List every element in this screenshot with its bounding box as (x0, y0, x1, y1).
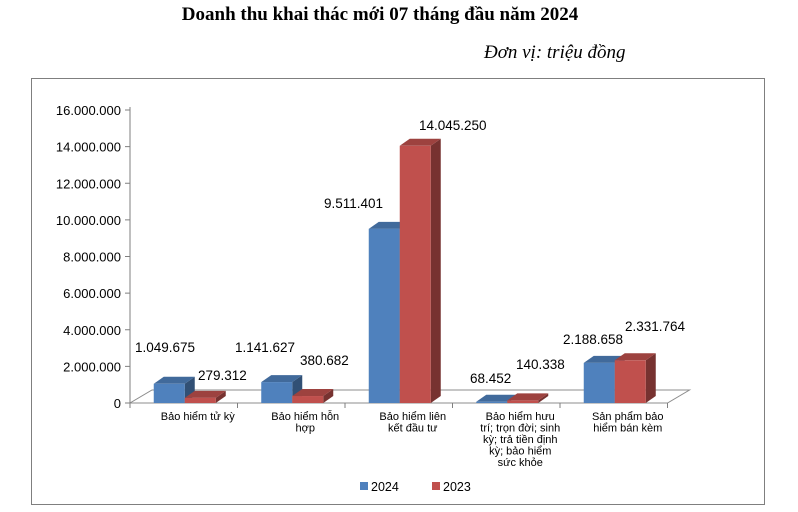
category-label: kỳ; bảo hiểm (489, 446, 551, 458)
data-label-2024: 9.511.401 (324, 196, 383, 211)
bar-2023 (292, 389, 334, 403)
category-label: kết đầu tư (388, 423, 438, 435)
bar-2023 (614, 353, 656, 403)
bar-top (292, 389, 334, 397)
data-label-2024: 2.188.658 (563, 332, 623, 347)
y-tick-label: 6.000.000 (63, 286, 121, 301)
bar-top (614, 353, 656, 361)
bar-top (184, 390, 226, 398)
category-label: Sản phẩm bảo (592, 411, 664, 423)
bar-front (261, 382, 293, 403)
category-label: sức khỏe (498, 457, 543, 469)
bar-front (507, 400, 539, 403)
data-label-2023: 14.045.250 (419, 118, 487, 133)
category-label: Bảo hiểm tử kỳ (161, 411, 236, 423)
data-label-2023: 140.338 (516, 357, 565, 372)
bar-side (215, 390, 226, 403)
y-tick-label: 12.000.000 (56, 176, 121, 191)
unit-label: Đơn vị: triệu đồng (484, 42, 626, 63)
bar-front (153, 383, 185, 403)
y-tick-label: 0 (114, 396, 121, 411)
y-tick-label: 8.000.000 (63, 250, 121, 265)
bar-top (261, 375, 303, 383)
bar-top (368, 221, 410, 229)
data-label-2023: 380.682 (300, 353, 349, 368)
category-label: Bảo hiểm hưu (486, 411, 555, 423)
y-tick-label: 4.000.000 (63, 323, 121, 338)
bars (153, 138, 656, 403)
legend: 2024 2023 (360, 480, 471, 494)
bar-2023 (507, 393, 549, 403)
bar-front (614, 360, 646, 403)
bar-front (583, 362, 615, 403)
bar-side (430, 138, 441, 403)
bar-front (368, 228, 400, 403)
bar-front (399, 145, 431, 403)
data-label-2024: 68.452 (470, 371, 511, 386)
legend-label-2023: 2023 (443, 480, 471, 494)
legend-label-2024: 2024 (371, 480, 399, 494)
bar-side (645, 353, 656, 403)
data-label-2024: 1.141.627 (235, 340, 295, 355)
chart-title: Doanh thu khai thác mới 07 tháng đầu năm… (181, 4, 579, 25)
category-label: hợp (296, 423, 315, 435)
y-tick-label: 10.000.000 (56, 213, 121, 228)
category-label: trí; trọn đời; sinh (480, 423, 560, 435)
y-tick-label: 2.000.000 (63, 359, 121, 374)
y-tick-label: 14.000.000 (56, 140, 121, 155)
legend-swatch-2024 (360, 482, 368, 490)
category-label: kỳ; trả tiền định (483, 434, 558, 446)
bar-2023 (399, 138, 441, 403)
bar-2024 (583, 355, 625, 403)
category-label: hiểm bán kèm (593, 423, 662, 435)
bar-front (184, 397, 216, 403)
bar-side (323, 389, 334, 403)
bar-top (153, 376, 195, 384)
data-labels: 1.049.675 1.141.627 9.511.401 68.452 2.188.6… (135, 118, 686, 386)
data-label-2024: 1.049.675 (135, 340, 195, 355)
bar-top (476, 394, 518, 402)
legend-swatch-2023 (432, 482, 440, 490)
bar-top (583, 355, 625, 363)
data-label-2023: 2.331.764 (625, 319, 686, 334)
bar-side (538, 393, 549, 403)
bar-2023 (184, 390, 226, 403)
category-label: Bảo hiểm liên (379, 411, 446, 423)
y-tick-label: 16.000.000 (56, 103, 121, 118)
bar-front (476, 401, 508, 403)
category-label: Bảo hiểm hỗn (271, 410, 339, 423)
bar-top (399, 138, 441, 146)
bar-front (292, 396, 324, 403)
data-label-2023: 279.312 (198, 368, 247, 383)
bar-top (507, 393, 549, 401)
